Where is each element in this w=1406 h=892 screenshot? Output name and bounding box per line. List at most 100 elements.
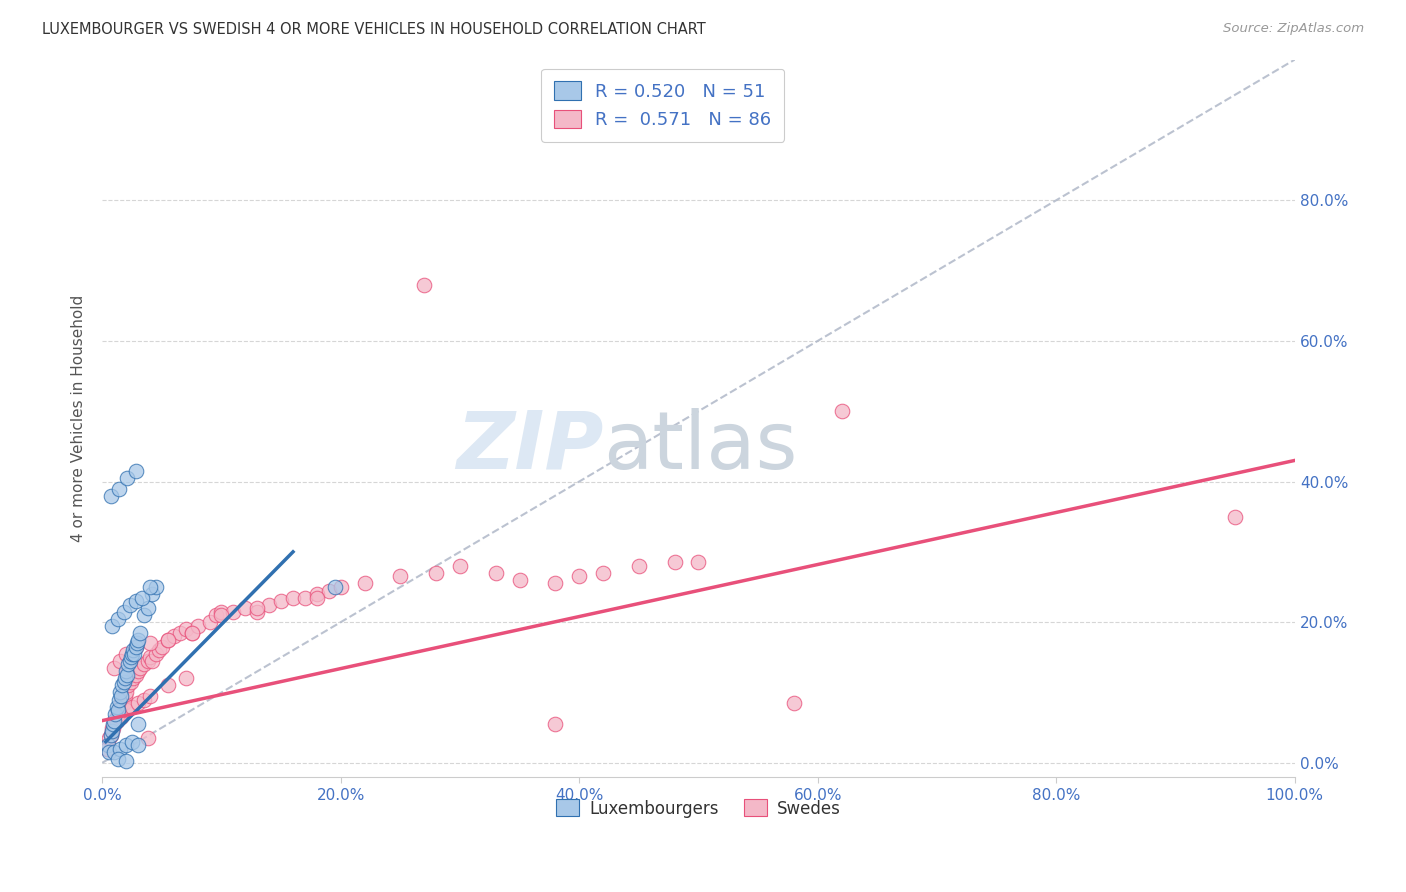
- Point: [139, 689, 162, 703]
- Point: [136, 654, 159, 668]
- Point: [114, 689, 136, 703]
- Point: [129, 661, 152, 675]
- Point: [664, 555, 686, 569]
- Point: [112, 605, 135, 619]
- Point: [112, 674, 135, 689]
- Point: [318, 583, 340, 598]
- Point: [115, 754, 138, 768]
- Point: [111, 678, 134, 692]
- Point: [110, 710, 132, 724]
- Point: [117, 471, 139, 485]
- Point: [118, 654, 141, 668]
- Point: [389, 569, 412, 583]
- Point: [120, 674, 142, 689]
- Point: [131, 591, 153, 605]
- Point: [108, 692, 131, 706]
- Point: [103, 745, 125, 759]
- Point: [163, 629, 186, 643]
- Point: [281, 591, 304, 605]
- Point: [127, 665, 149, 679]
- Point: [115, 738, 138, 752]
- Point: [485, 566, 508, 580]
- Point: [413, 277, 436, 292]
- Point: [145, 580, 167, 594]
- Point: [246, 601, 269, 615]
- Point: [107, 612, 129, 626]
- Point: [831, 404, 853, 418]
- Point: [108, 699, 131, 714]
- Point: [121, 699, 143, 714]
- Point: [124, 647, 146, 661]
- Text: LUXEMBOURGER VS SWEDISH 4 OR MORE VEHICLES IN HOUSEHOLD CORRELATION CHART: LUXEMBOURGER VS SWEDISH 4 OR MORE VEHICL…: [42, 22, 706, 37]
- Point: [592, 566, 614, 580]
- Point: [98, 745, 121, 759]
- Text: ZIP: ZIP: [456, 408, 603, 486]
- Point: [100, 489, 122, 503]
- Point: [115, 685, 138, 699]
- Point: [108, 654, 131, 668]
- Point: [107, 703, 129, 717]
- Point: [323, 580, 346, 594]
- Point: [103, 714, 125, 728]
- Point: [127, 717, 149, 731]
- Point: [115, 647, 138, 661]
- Point: [544, 576, 567, 591]
- Point: [96, 741, 118, 756]
- Point: [198, 615, 221, 629]
- Point: [121, 735, 143, 749]
- Point: [148, 643, 170, 657]
- Point: [124, 668, 146, 682]
- Point: [104, 714, 127, 728]
- Y-axis label: 4 or more Vehicles in Household: 4 or more Vehicles in Household: [72, 294, 86, 541]
- Point: [305, 587, 328, 601]
- Point: [117, 668, 139, 682]
- Point: [783, 696, 806, 710]
- Point: [124, 594, 146, 608]
- Point: [132, 657, 155, 672]
- Point: [211, 605, 233, 619]
- Point: [104, 706, 127, 721]
- Point: [204, 608, 226, 623]
- Point: [110, 696, 132, 710]
- Point: [110, 689, 132, 703]
- Point: [103, 661, 125, 675]
- Point: [139, 636, 162, 650]
- Point: [136, 731, 159, 746]
- Point: [124, 640, 146, 654]
- Point: [127, 696, 149, 710]
- Point: [97, 738, 120, 752]
- Point: [180, 625, 202, 640]
- Point: [132, 692, 155, 706]
- Point: [305, 591, 328, 605]
- Point: [1223, 509, 1246, 524]
- Point: [139, 580, 162, 594]
- Point: [101, 717, 124, 731]
- Point: [100, 618, 122, 632]
- Point: [139, 650, 162, 665]
- Point: [122, 643, 145, 657]
- Point: [329, 580, 352, 594]
- Point: [246, 605, 269, 619]
- Point: [112, 696, 135, 710]
- Point: [108, 703, 131, 717]
- Point: [107, 752, 129, 766]
- Point: [108, 482, 131, 496]
- Point: [111, 692, 134, 706]
- Point: [257, 598, 280, 612]
- Point: [509, 573, 531, 587]
- Point: [107, 706, 129, 721]
- Point: [100, 724, 122, 739]
- Text: Source: ZipAtlas.com: Source: ZipAtlas.com: [1223, 22, 1364, 36]
- Point: [108, 685, 131, 699]
- Point: [124, 640, 146, 654]
- Point: [127, 738, 149, 752]
- Point: [105, 699, 128, 714]
- Point: [105, 714, 128, 728]
- Point: [145, 647, 167, 661]
- Point: [108, 741, 131, 756]
- Point: [121, 647, 143, 661]
- Point: [118, 598, 141, 612]
- Point: [568, 569, 591, 583]
- Point: [100, 721, 122, 735]
- Point: [115, 665, 138, 679]
